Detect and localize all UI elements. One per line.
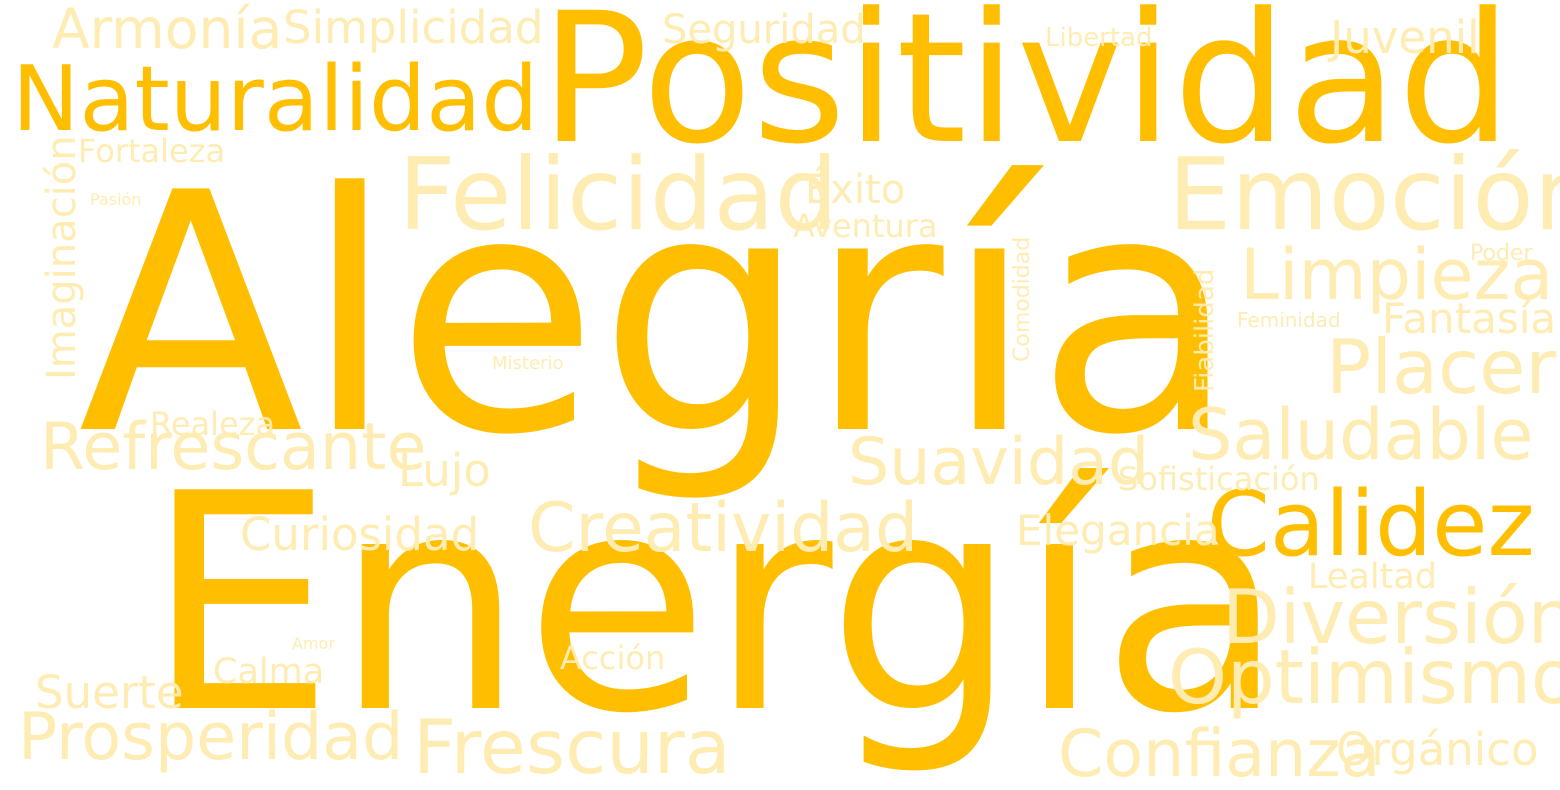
word-lealtad: Lealtad xyxy=(1308,557,1437,597)
word-simplicidad: Simplicidad xyxy=(283,1,544,54)
word-frescura: Frescura xyxy=(413,703,731,790)
word-exito: Éxito xyxy=(805,167,906,213)
word-calidez: Calidez xyxy=(1207,472,1535,577)
word-elegancia: Elegancia xyxy=(1016,506,1220,555)
word-fortaleza: Fortaleza xyxy=(78,132,226,170)
word-comodidad: Comodidad xyxy=(1010,236,1035,362)
word-aventura: Aventura xyxy=(793,207,938,245)
word-curiosidad: Curiosidad xyxy=(240,508,480,561)
word-sofisticacion: Sofisticación xyxy=(1118,460,1320,498)
word-pasion: Pasión xyxy=(90,190,142,209)
word-organico: Orgánico xyxy=(1336,723,1539,776)
word-limpieza: Limpieza xyxy=(1240,234,1554,316)
word-armonia: Armonía xyxy=(52,0,283,61)
word-amor: Amor xyxy=(292,634,335,653)
word-felicidad: Felicidad xyxy=(398,136,839,253)
word-imaginacion: Imaginación xyxy=(39,135,85,380)
word-fiabilidad: Fiabilidad xyxy=(1190,268,1220,392)
word-diversion: Diversión xyxy=(1222,573,1560,661)
word-confianza: Confianza xyxy=(1058,717,1381,790)
word-misterio: Misterio xyxy=(492,353,564,374)
word-saludable: Saludable xyxy=(1188,394,1534,476)
word-placer: Placer xyxy=(1326,323,1557,411)
word-realeza: Realeza xyxy=(150,405,276,443)
word-prosperidad: Prosperidad xyxy=(18,700,404,775)
word-positividad: Positividad xyxy=(540,0,1512,184)
word-feminidad: Feminidad xyxy=(1237,308,1341,332)
word-suerte: Suerte xyxy=(35,666,184,719)
word-suavidad: Suavidad xyxy=(848,425,1150,500)
word-poder: Poder xyxy=(1470,241,1533,266)
word-optimismo: Optimismo xyxy=(1168,633,1560,721)
word-seguridad: Seguridad xyxy=(662,7,866,53)
word-calma: Calma xyxy=(213,652,325,692)
word-libertad: Libertad xyxy=(1045,23,1153,53)
word-energia: Energía xyxy=(145,430,1285,779)
word-fantasia: Fantasía xyxy=(1382,294,1557,343)
word-juvenil: Juvenil xyxy=(1330,11,1480,64)
word-emocion: Emoción xyxy=(1168,136,1560,253)
word-accion: Acción xyxy=(560,639,666,677)
word-creatividad: Creatividad xyxy=(528,489,919,568)
word-refrescante: Refrescante xyxy=(40,410,427,485)
word-lujo: Lujo xyxy=(398,444,491,497)
word-naturalidad: Naturalidad xyxy=(12,47,539,152)
word-alegria: Alegría xyxy=(78,123,1238,507)
